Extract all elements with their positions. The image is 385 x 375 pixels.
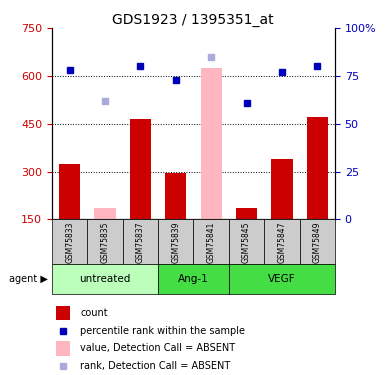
- Bar: [201, 68, 222, 219]
- Bar: [59, 164, 80, 219]
- Text: value, Detection Call = ABSENT: value, Detection Call = ABSENT: [80, 344, 235, 354]
- Bar: [193, 219, 229, 264]
- Bar: [87, 219, 123, 264]
- Text: GSM75835: GSM75835: [100, 221, 110, 262]
- Text: GSM75847: GSM75847: [277, 221, 286, 262]
- Text: rank, Detection Call = ABSENT: rank, Detection Call = ABSENT: [80, 361, 231, 371]
- Text: GSM75833: GSM75833: [65, 221, 74, 262]
- Bar: [56, 341, 70, 356]
- Text: GSM75849: GSM75849: [313, 221, 322, 262]
- Text: VEGF: VEGF: [268, 274, 296, 284]
- Bar: [52, 264, 158, 294]
- Bar: [236, 208, 257, 219]
- Bar: [94, 208, 116, 219]
- Text: Ang-1: Ang-1: [178, 274, 209, 284]
- Bar: [56, 306, 70, 320]
- Bar: [158, 219, 193, 264]
- Text: untreated: untreated: [79, 274, 131, 284]
- Bar: [264, 219, 300, 264]
- Bar: [158, 264, 229, 294]
- Bar: [165, 173, 186, 219]
- Text: count: count: [80, 308, 108, 318]
- Text: GSM75845: GSM75845: [242, 221, 251, 262]
- Text: GSM75841: GSM75841: [207, 221, 216, 262]
- Bar: [271, 159, 293, 219]
- Text: GDS1923 / 1395351_at: GDS1923 / 1395351_at: [112, 13, 273, 27]
- Bar: [123, 219, 158, 264]
- Text: percentile rank within the sample: percentile rank within the sample: [80, 326, 245, 336]
- Bar: [130, 119, 151, 219]
- Bar: [52, 219, 87, 264]
- Bar: [300, 219, 335, 264]
- Text: GSM75837: GSM75837: [136, 221, 145, 262]
- Text: agent ▶: agent ▶: [9, 274, 48, 284]
- Bar: [229, 219, 264, 264]
- Bar: [306, 117, 328, 219]
- Text: GSM75839: GSM75839: [171, 221, 180, 262]
- Bar: [229, 264, 335, 294]
